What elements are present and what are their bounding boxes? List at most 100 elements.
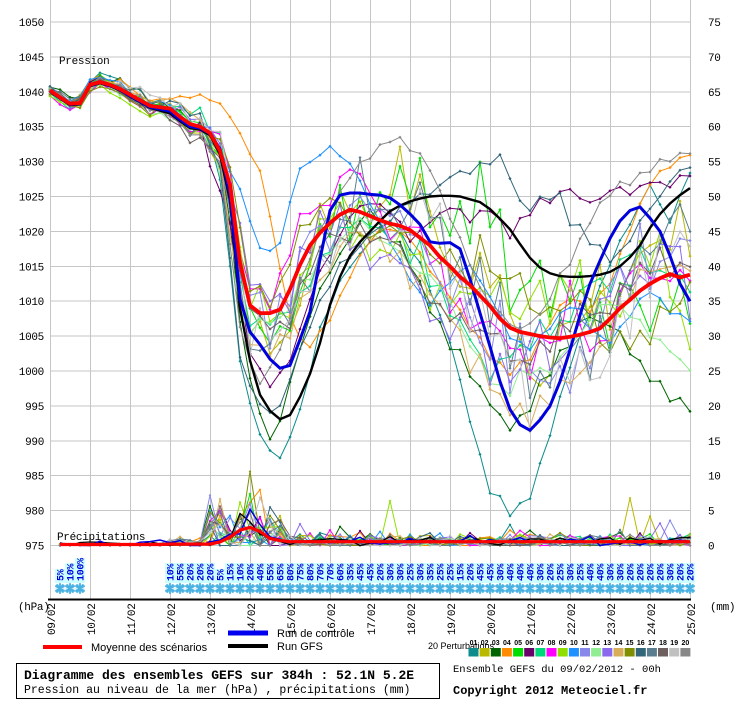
- svg-text:990: 990: [25, 437, 44, 449]
- svg-text:01: 01: [470, 640, 478, 647]
- svg-text:09/02: 09/02: [47, 603, 59, 635]
- svg-text:20/02: 20/02: [487, 603, 499, 635]
- svg-text:60: 60: [708, 123, 721, 135]
- svg-text:20%: 20%: [647, 564, 658, 581]
- svg-text:12/02: 12/02: [167, 603, 179, 635]
- svg-text:Copyright 2012 Meteociel.fr: Copyright 2012 Meteociel.fr: [453, 684, 647, 698]
- svg-text:50: 50: [708, 193, 721, 205]
- svg-text:20%: 20%: [637, 564, 648, 581]
- svg-text:13: 13: [603, 640, 611, 647]
- svg-text:30%: 30%: [397, 564, 408, 581]
- svg-text:15: 15: [626, 640, 634, 647]
- svg-text:35%: 35%: [427, 564, 438, 581]
- svg-text:20: 20: [708, 402, 721, 414]
- svg-text:17/02: 17/02: [367, 603, 379, 635]
- svg-text:25%: 25%: [437, 564, 448, 581]
- svg-text:12: 12: [592, 640, 600, 647]
- svg-text:1010: 1010: [19, 297, 44, 309]
- svg-text:10%: 10%: [237, 564, 248, 581]
- svg-text:17: 17: [648, 640, 656, 647]
- svg-text:1020: 1020: [19, 227, 44, 239]
- svg-text:08: 08: [548, 640, 556, 647]
- svg-text:Pression: Pression: [59, 56, 109, 68]
- svg-text:09: 09: [559, 640, 567, 647]
- svg-text:14/02: 14/02: [247, 603, 259, 635]
- svg-text:30: 30: [708, 332, 721, 344]
- svg-text:45%: 45%: [487, 564, 498, 581]
- svg-text:14: 14: [615, 640, 623, 647]
- svg-text:40%: 40%: [517, 564, 528, 581]
- svg-text:11/02: 11/02: [127, 603, 139, 635]
- svg-text:20%: 20%: [547, 564, 558, 581]
- svg-text:11: 11: [581, 640, 589, 647]
- svg-text:20%: 20%: [197, 564, 208, 581]
- svg-text:65%: 65%: [277, 564, 288, 581]
- svg-text:22/02: 22/02: [567, 603, 579, 635]
- svg-text:02: 02: [481, 640, 489, 647]
- svg-text:995: 995: [25, 402, 44, 414]
- svg-text:45%: 45%: [367, 564, 378, 581]
- svg-text:30%: 30%: [617, 564, 628, 581]
- svg-text:23/02: 23/02: [607, 603, 619, 635]
- svg-text:45: 45: [708, 227, 721, 239]
- svg-text:75: 75: [708, 18, 721, 30]
- svg-text:15%: 15%: [227, 564, 238, 581]
- svg-text:20%: 20%: [627, 564, 638, 581]
- svg-text:70: 70: [708, 53, 721, 65]
- svg-text:20: 20: [682, 640, 690, 647]
- svg-text:975: 975: [25, 542, 44, 554]
- svg-text:60%: 60%: [337, 564, 348, 581]
- svg-text:10%: 10%: [167, 564, 178, 581]
- svg-text:80%: 80%: [307, 564, 318, 581]
- svg-text:10: 10: [708, 472, 721, 484]
- svg-text:04: 04: [503, 640, 511, 647]
- svg-text:16/02: 16/02: [327, 603, 339, 635]
- svg-text:Pression au niveau de la mer (: Pression au niveau de la mer (hPa) , pré…: [24, 684, 410, 697]
- svg-text:19/02: 19/02: [447, 603, 459, 635]
- svg-text:985: 985: [25, 472, 44, 484]
- svg-text:1005: 1005: [19, 332, 44, 344]
- svg-text:1000: 1000: [19, 367, 44, 379]
- svg-text:30%: 30%: [497, 564, 508, 581]
- svg-text:25%: 25%: [407, 564, 418, 581]
- svg-text:24/02: 24/02: [647, 603, 659, 635]
- svg-text:07: 07: [537, 640, 545, 647]
- svg-text:100%: 100%: [77, 558, 88, 581]
- svg-text:80%: 80%: [287, 564, 298, 581]
- svg-text:Ensemble GEFS du 09/02/2012 -: Ensemble GEFS du 09/02/2012 - 00h: [453, 664, 661, 676]
- svg-text:20 Perturbations: 20 Perturbations: [428, 641, 495, 651]
- svg-text:06: 06: [525, 640, 533, 647]
- svg-text:1030: 1030: [19, 158, 44, 170]
- svg-text:1015: 1015: [19, 262, 44, 274]
- svg-text:45%: 45%: [477, 564, 488, 581]
- svg-text:15%: 15%: [457, 564, 468, 581]
- svg-text:30%: 30%: [567, 564, 578, 581]
- svg-text:25/02: 25/02: [687, 603, 699, 635]
- svg-text:25%: 25%: [447, 564, 458, 581]
- svg-text:1025: 1025: [19, 193, 44, 205]
- svg-text:20%: 20%: [247, 564, 258, 581]
- svg-text:(hPa): (hPa): [18, 602, 50, 614]
- svg-text:30%: 30%: [537, 564, 548, 581]
- svg-text:1040: 1040: [19, 88, 44, 100]
- svg-text:Moyenne des scénarios: Moyenne des scénarios: [91, 642, 208, 654]
- svg-text:20%: 20%: [687, 564, 698, 581]
- svg-text:40%: 40%: [597, 564, 608, 581]
- svg-text:55%: 55%: [267, 564, 278, 581]
- svg-text:20%: 20%: [207, 564, 218, 581]
- svg-text:Run de contrôle: Run de contrôle: [277, 628, 355, 640]
- svg-text:35%: 35%: [347, 564, 358, 581]
- svg-text:30%: 30%: [387, 564, 398, 581]
- svg-text:55: 55: [708, 158, 721, 170]
- svg-text:03: 03: [492, 640, 500, 647]
- svg-text:1045: 1045: [19, 53, 44, 65]
- svg-text:5%: 5%: [217, 569, 228, 581]
- svg-text:5: 5: [708, 507, 714, 519]
- svg-text:Run GFS: Run GFS: [277, 641, 323, 653]
- svg-text:19: 19: [670, 640, 678, 647]
- svg-text:30%: 30%: [417, 564, 428, 581]
- svg-text:15/02: 15/02: [287, 603, 299, 635]
- svg-text:20%: 20%: [677, 564, 688, 581]
- svg-text:25%: 25%: [577, 564, 588, 581]
- svg-text:20%: 20%: [377, 564, 388, 581]
